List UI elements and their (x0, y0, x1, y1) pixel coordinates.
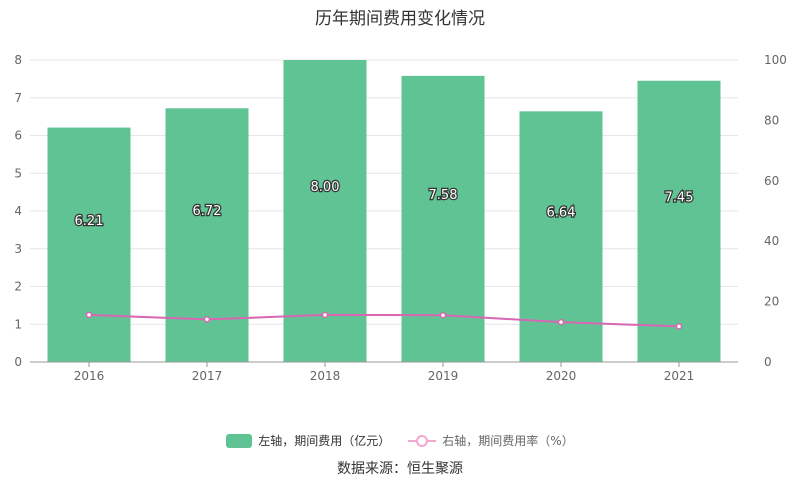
y-left-tick-label: 4 (14, 204, 22, 218)
bar-value-label: 6.21 (75, 214, 104, 229)
x-tick-label: 2017 (192, 369, 223, 383)
y-right-tick-label: 80 (764, 113, 779, 127)
bar-labels: 6.21 6.72 8.00 7.58 6.64 7.45 (73, 179, 694, 230)
line-point (557, 318, 565, 326)
line-point (439, 311, 447, 319)
bar-value-label: 7.45 (665, 190, 694, 205)
source-note: 数据来源：恒生聚源 (337, 461, 463, 477)
x-tick-label: 2018 (310, 369, 341, 383)
bar-value-label: 7.58 (429, 188, 458, 203)
y-right-tick-label: 40 (764, 234, 779, 248)
bar-value-label: 6.72 (193, 204, 222, 219)
bar-value-label: 8.00 (311, 180, 340, 195)
legend-bar-label: 左轴，期间费用（亿元） (258, 434, 391, 448)
y-right-tick-label: 0 (764, 355, 772, 369)
y-right-tick-label: 60 (764, 174, 779, 188)
x-tick-label: 2016 (74, 369, 105, 383)
legend: 左轴，期间费用（亿元） 右轴，期间费用率（%） (0, 432, 800, 449)
line-point (203, 316, 211, 323)
legend-item-bar[interactable]: 左轴，期间费用（亿元） (226, 432, 390, 449)
line-point (85, 311, 93, 319)
legend-line-swatch (408, 434, 437, 447)
chart-title: 历年期间费用变化情况 (315, 9, 485, 29)
bar (401, 75, 485, 362)
y-left-tick-label: 6 (14, 129, 22, 143)
y-left-tick-label: 0 (14, 355, 22, 369)
x-tick-label: 2019 (428, 369, 459, 383)
bar (637, 80, 721, 362)
line-point (321, 311, 329, 319)
line-series (85, 311, 683, 330)
legend-line-label: 右轴，期间费用率（%） (442, 434, 574, 448)
y-left-tick-label: 1 (14, 317, 22, 331)
grid-lines (30, 59, 738, 325)
y-right-tick-label: 100 (764, 53, 787, 67)
y-left-tick-label: 2 (14, 280, 22, 294)
legend-item-line[interactable]: 右轴，期间费用率（%） (408, 432, 574, 449)
legend-bar-swatch (226, 433, 253, 448)
y-right-tick-label: 20 (764, 295, 779, 309)
y-left-tick-label: 5 (14, 166, 22, 180)
bar-value-label: 6.64 (547, 206, 576, 221)
bar (47, 127, 131, 362)
x-tick-label: 2021 (664, 369, 695, 383)
y-left-tick-label: 3 (14, 242, 22, 256)
line-path (88, 313, 680, 328)
y-left-tick-label: 7 (14, 91, 22, 105)
x-tick-label: 2020 (546, 369, 577, 383)
bar (165, 108, 249, 362)
y-left-tick-label: 8 (14, 53, 22, 67)
line-point (675, 323, 683, 330)
